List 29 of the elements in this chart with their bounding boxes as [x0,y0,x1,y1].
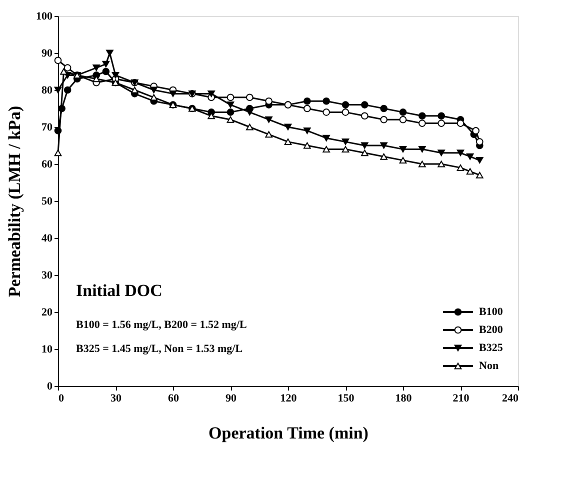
x-axis-title: Operation Time (min) [208,424,368,442]
annotation: Initial DOC [76,281,162,300]
y-tick-label: 20 [42,306,53,318]
y-axis-title: Permeability (LMH / kPa) [5,106,24,298]
y-tick-label: 90 [42,48,53,60]
annotation: B100 = 1.56 mg/L, B200 = 1.52 mg/L [76,319,247,331]
legend-label: B200 [479,324,504,336]
y-tick-label: 40 [42,232,53,244]
x-tick-label: 210 [452,392,470,404]
y-tick-label: 80 [42,84,53,96]
x-tick-label: 90 [226,392,237,404]
x-tick-label: 30 [110,392,122,404]
x-tick-label: 0 [58,392,64,404]
x-tick-label: 60 [168,392,180,404]
x-tick-label: 120 [280,392,298,404]
legend-label: B325 [479,342,504,354]
annotation: B325 = 1.45 mg/L, Non = 1.53 mg/L [76,343,243,355]
y-tick-label: 0 [47,380,53,392]
legend-label: B100 [479,306,504,318]
x-tick-label: 240 [502,392,519,404]
x-tick-label: 180 [395,392,412,404]
x-tick-label: 150 [338,392,355,404]
y-tick-label: 100 [36,10,53,22]
legend-label: Non [479,360,499,372]
y-tick-label: 30 [42,270,53,282]
y-tick-label: 10 [42,344,53,356]
y-tick-label: 60 [42,158,53,170]
y-tick-label: 70 [42,122,53,134]
y-tick-label: 50 [42,196,53,208]
